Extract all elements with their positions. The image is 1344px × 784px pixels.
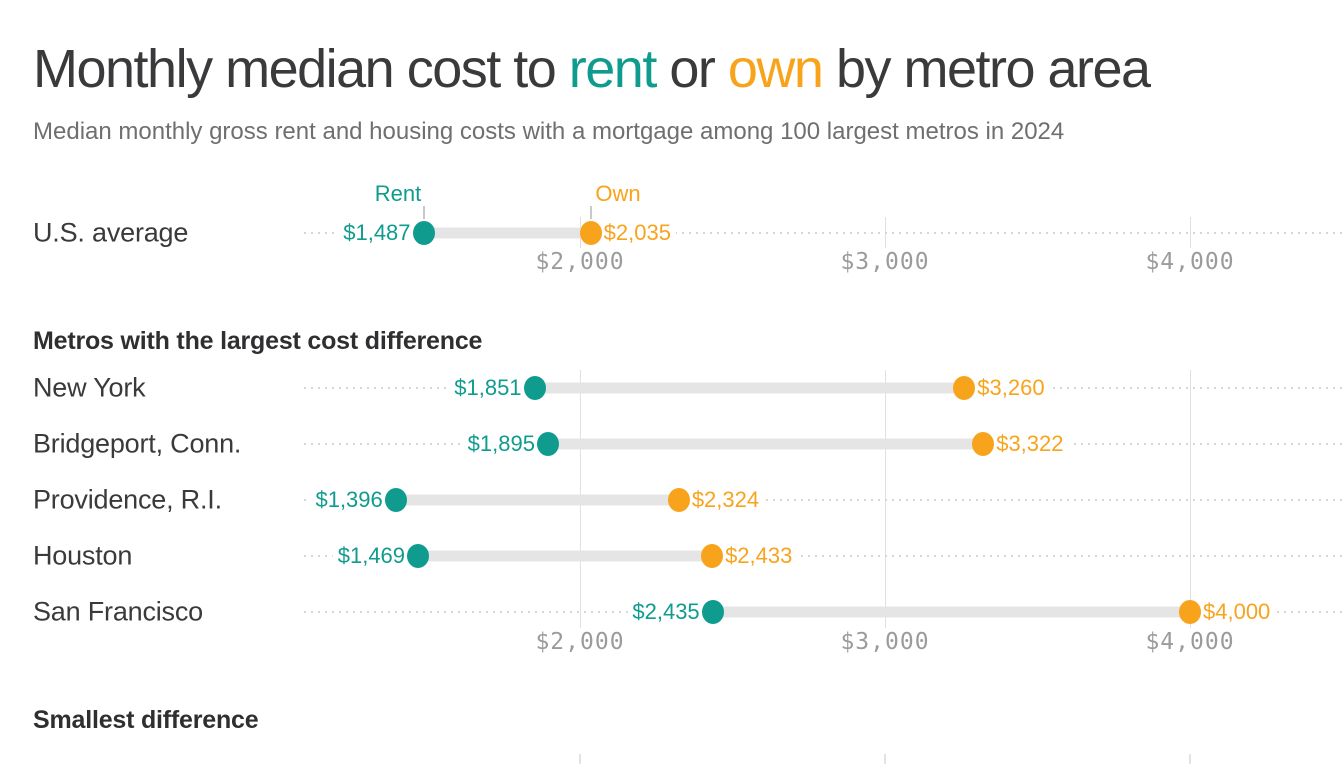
own-value: $3,322 — [991, 431, 1069, 457]
connector-bar — [395, 494, 679, 506]
axis-tick-label: $4,000 — [1145, 249, 1235, 275]
axis-tick-stub — [884, 754, 886, 764]
metro-label: U.S. average — [33, 217, 189, 248]
title-rent-word: rent — [568, 39, 658, 99]
title-text: Monthly median cost to — [33, 39, 569, 99]
metro-row: Providence, R.I. $1,396 $2,324 — [0, 472, 1344, 528]
own-dot — [972, 432, 995, 456]
metro-label: San Francisco — [33, 596, 203, 627]
axis-tick-label: $2,000 — [535, 249, 625, 275]
axis-tick-stub — [579, 754, 581, 764]
metro-row: U.S. average $1,487 $2,035 — [0, 205, 1344, 261]
own-dot — [667, 488, 690, 512]
title-text: by metro area — [822, 39, 1151, 99]
own-dot — [953, 376, 976, 400]
rent-dot — [701, 600, 724, 624]
rent-dot — [536, 432, 559, 456]
rent-value: $1,396 — [310, 487, 388, 513]
rent-value: $1,487 — [338, 220, 416, 246]
axis-tick-label: $3,000 — [840, 629, 930, 655]
own-value: $2,433 — [720, 543, 798, 569]
metro-label: Houston — [33, 540, 133, 571]
rent-value: $1,895 — [462, 431, 540, 457]
metro-row: San Francisco $2,435 $4,000 — [0, 584, 1344, 640]
metro-label: Providence, R.I. — [33, 484, 222, 515]
own-dot — [579, 221, 602, 245]
leader-line — [304, 232, 1344, 234]
leader-line — [304, 499, 1344, 501]
axis-tick-label: $3,000 — [840, 249, 930, 275]
metro-label: New York — [33, 372, 146, 403]
legend-own-label: Own — [595, 181, 641, 206]
connector-bar — [712, 606, 1190, 618]
legend-own-tick — [589, 206, 592, 219]
title-text: or — [655, 39, 728, 99]
metro-row: New York $1,851 $3,260 — [0, 360, 1344, 416]
connector-bar — [547, 438, 984, 450]
own-dot — [1179, 600, 1201, 624]
connector-bar — [418, 550, 713, 562]
own-value: $2,035 — [598, 220, 676, 246]
title-own-word: own — [727, 39, 824, 99]
connector-bar — [534, 382, 965, 394]
own-dot — [701, 544, 724, 568]
axis-tick-stub — [1189, 754, 1191, 764]
connector-bar — [423, 227, 591, 239]
leader-line — [304, 555, 1344, 557]
metro-label: Bridgeport, Conn. — [33, 428, 242, 459]
section-header: Smallest difference — [33, 706, 259, 734]
rent-value: $1,469 — [332, 543, 411, 569]
metro-row: Houston $1,469 $2,433 — [0, 528, 1344, 584]
rent-value: $1,851 — [449, 375, 527, 401]
legend-rent-tick — [422, 206, 425, 219]
axis-tick-label: $2,000 — [535, 629, 625, 655]
metro-row: Bridgeport, Conn. $1,895 $3,322 — [0, 416, 1344, 472]
own-value: $4,000 — [1198, 599, 1276, 625]
legend-rent-label: Rent — [374, 181, 422, 206]
own-value: $2,324 — [686, 487, 765, 513]
rent-dot — [412, 221, 435, 245]
section-header: Metros with the largest cost difference — [33, 327, 483, 355]
axis-tick-label: $4,000 — [1145, 629, 1235, 655]
rent-dot — [384, 488, 407, 512]
own-value: $3,260 — [972, 375, 1050, 401]
chart-subtitle: Median monthly gross rent and housing co… — [33, 118, 1065, 145]
rent-dot — [407, 544, 430, 568]
rent-value: $2,435 — [627, 599, 705, 625]
chart-title: Monthly median cost to rent or own by me… — [33, 39, 1151, 99]
rent-dot — [523, 376, 546, 400]
